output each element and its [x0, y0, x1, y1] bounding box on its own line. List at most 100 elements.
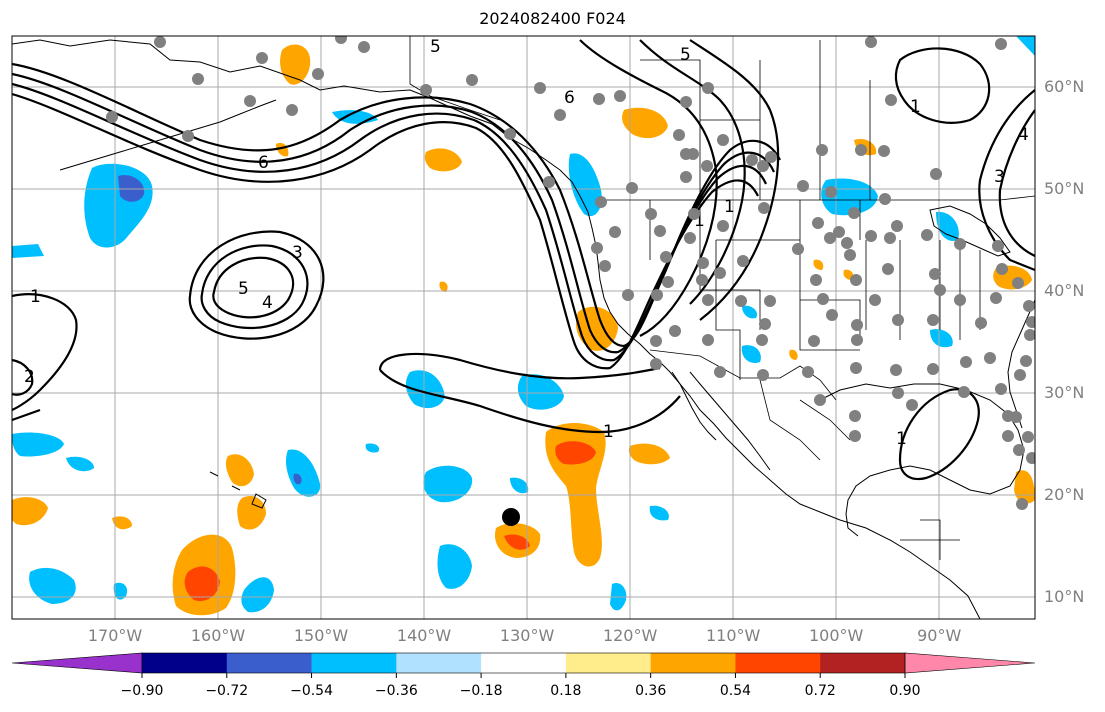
longitude-label: 120°W	[602, 626, 658, 645]
negative-area	[821, 178, 878, 216]
alaska-canada-border	[409, 36, 501, 121]
positive-area	[424, 148, 462, 172]
negative-area-core	[293, 473, 302, 485]
station-dot	[651, 289, 663, 301]
station-dot	[645, 208, 657, 220]
longitude-label: 150°W	[293, 626, 349, 645]
station-dot	[1026, 316, 1035, 328]
station-dot	[650, 358, 662, 370]
negative-area	[12, 432, 64, 457]
station-dot	[650, 335, 662, 347]
contour-label: 1	[724, 197, 735, 217]
station-dot	[106, 111, 118, 123]
station-dot	[697, 257, 709, 269]
mexico-state-lines	[759, 379, 960, 560]
contour-lines	[12, 39, 1035, 481]
longitude-label: 90°W	[917, 626, 962, 645]
contour-line	[378, 352, 681, 434]
station-dot	[996, 263, 1008, 275]
negative-area	[437, 544, 472, 589]
station-dot	[764, 295, 776, 307]
colorbar-tick-label: 0.36	[635, 683, 667, 699]
station-dot	[746, 154, 758, 166]
station-dot	[851, 334, 863, 346]
station-dot	[1010, 411, 1022, 423]
station-dot	[816, 144, 828, 156]
shading-layer	[12, 36, 1035, 616]
negative-area	[510, 477, 529, 494]
station-dot	[1023, 300, 1035, 312]
positive-area	[280, 44, 311, 85]
station-dot	[654, 225, 666, 237]
station-dot	[680, 96, 692, 108]
station-dot	[756, 334, 768, 346]
negative-area	[936, 211, 959, 241]
station-dot	[609, 226, 621, 238]
contour-label: 6	[564, 88, 575, 108]
station-dot	[825, 186, 837, 198]
latitude-label: 10°N	[1044, 587, 1085, 606]
positive-area	[237, 495, 266, 530]
station-dot	[626, 182, 638, 194]
station-dot	[890, 364, 902, 376]
station-dot	[466, 74, 478, 86]
station-dot	[841, 237, 853, 249]
station-dot	[844, 249, 856, 261]
station-dot	[673, 129, 685, 141]
positive-area-core	[555, 441, 596, 465]
station-dot	[286, 104, 298, 116]
station-dot	[892, 387, 904, 399]
contour-line	[188, 230, 325, 340]
longitude-label: 130°W	[499, 626, 555, 645]
station-dot	[954, 238, 966, 250]
station-dot	[758, 202, 770, 214]
station-dot	[554, 109, 566, 121]
positive-area	[789, 349, 798, 360]
station-dot	[759, 318, 771, 330]
contour-label: 1	[896, 429, 907, 449]
colorbar-segment	[565, 653, 652, 673]
station-dot	[1016, 498, 1028, 510]
station-dot	[1026, 452, 1035, 464]
colorbar-segment	[226, 653, 313, 673]
station-dot	[599, 260, 611, 272]
contour-line	[12, 358, 34, 396]
positive-area	[112, 516, 132, 530]
station-dot	[792, 243, 804, 255]
contour-label: 3	[994, 167, 1005, 187]
positive-area	[12, 497, 48, 526]
station-dot	[927, 314, 939, 326]
colorbar-frame	[141, 652, 906, 674]
positive-area	[622, 107, 668, 139]
station-dot	[882, 263, 894, 275]
station-dot	[884, 232, 896, 244]
contour-label: 2	[24, 367, 35, 387]
station-dot	[984, 352, 996, 364]
station-dot	[892, 314, 904, 326]
contour-label: 6	[258, 153, 269, 173]
station-dot	[244, 95, 256, 107]
station-dot	[1024, 329, 1035, 341]
station-dot	[702, 294, 714, 306]
negative-area	[113, 582, 128, 600]
colorbar-tick-label: 0.90	[889, 683, 921, 699]
positive-area	[439, 281, 448, 292]
station-dot	[684, 232, 696, 244]
station-dot	[995, 38, 1007, 50]
station-dot	[891, 220, 903, 232]
station-dot	[879, 193, 891, 205]
station-dot	[810, 274, 822, 286]
contour-line	[12, 408, 41, 422]
station-dot	[958, 386, 970, 398]
alaska-coast	[12, 39, 561, 171]
contour-line	[12, 62, 781, 348]
negative-area	[29, 567, 76, 604]
east-coast	[1007, 299, 1035, 429]
station-dot	[757, 369, 769, 381]
colorbar-tick-label: −0.72	[205, 683, 249, 699]
station-dot	[714, 267, 726, 279]
station-dot	[737, 255, 749, 267]
station-dot	[833, 226, 845, 238]
station-dot	[591, 242, 603, 254]
